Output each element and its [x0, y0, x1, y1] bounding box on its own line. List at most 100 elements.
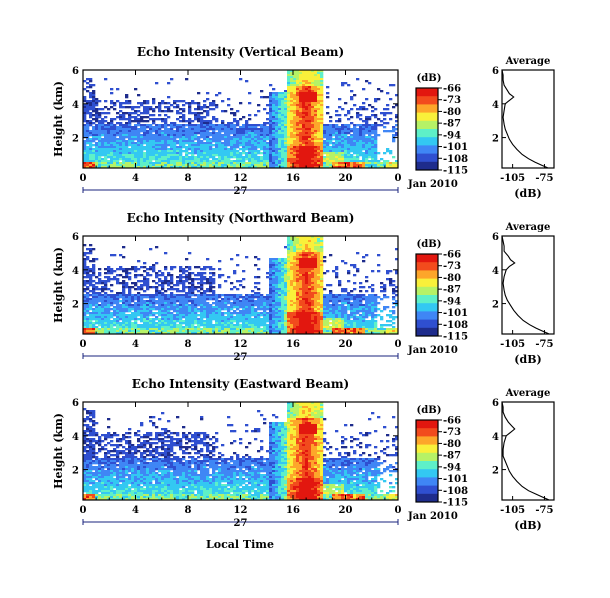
x-tick-label: 4 [132, 173, 139, 184]
heatmap-cell [197, 314, 201, 317]
heatmap-cell [233, 270, 237, 273]
heatmap-cell [131, 140, 135, 143]
heatmap-cell [212, 290, 216, 293]
heatmap-cell [146, 274, 150, 277]
heatmap-cell [134, 158, 138, 161]
heatmap-cell [206, 266, 210, 269]
heatmap-cell [125, 302, 129, 305]
heatmap-cell [146, 158, 150, 161]
heatmap-cell [182, 160, 186, 163]
heatmap-cell [365, 80, 369, 83]
heatmap-cell [203, 150, 207, 153]
heatmap-cell [89, 166, 93, 169]
heatmap-cell [116, 152, 120, 155]
heatmap-cell [182, 284, 186, 287]
heatmap-cell [287, 244, 291, 247]
heatmap-cell [245, 138, 249, 141]
heatmap-cell [329, 166, 333, 169]
heatmap-cell [257, 312, 261, 315]
heatmap-cell [194, 294, 198, 297]
heatmap-cell [209, 284, 213, 287]
heatmap-cell [206, 144, 210, 147]
heatmap-cell [341, 154, 345, 157]
heatmap-cell [113, 134, 117, 137]
heatmap-cell [152, 314, 156, 317]
heatmap-cell [236, 314, 240, 317]
heatmap-cell [275, 164, 279, 167]
heatmap-cell [146, 110, 150, 113]
heatmap-cell [230, 288, 234, 291]
heatmap-cell [209, 320, 213, 323]
heatmap-cell [164, 298, 168, 301]
heatmap-cell [122, 154, 126, 157]
heatmap-cell [296, 164, 300, 167]
heatmap-cell [152, 326, 156, 329]
heatmap-cell [209, 282, 213, 285]
heatmap-cell [302, 106, 306, 109]
heatmap-cell [155, 162, 159, 165]
heatmap-cell [224, 156, 228, 159]
heatmap-cell [383, 126, 387, 129]
heatmap-cell [227, 294, 231, 297]
heatmap-cell [278, 284, 282, 287]
heatmap-cell [86, 112, 90, 115]
heatmap-cell [299, 80, 303, 83]
heatmap-cell [89, 112, 93, 115]
heatmap-cell [242, 162, 246, 165]
heatmap-cell [167, 332, 171, 335]
heatmap-cell [233, 326, 237, 329]
heatmap-cell [209, 124, 213, 127]
heatmap-cell [233, 166, 237, 169]
heatmap-cell [116, 328, 120, 331]
heatmap-cell [275, 304, 279, 307]
heatmap-cell [272, 308, 276, 311]
heatmap-cell [290, 102, 294, 105]
heatmap-cell [92, 294, 96, 297]
heatmap-cell [272, 280, 276, 283]
heatmap-cell [131, 306, 135, 309]
heatmap-cell [290, 112, 294, 115]
heatmap-cell [131, 156, 135, 159]
heatmap-cell [221, 164, 225, 167]
heatmap-cell [206, 138, 210, 141]
heatmap-cell [227, 142, 231, 145]
heatmap-cell [287, 112, 291, 115]
heatmap-cell [200, 284, 204, 287]
heatmap-cell [233, 136, 237, 139]
heatmap-cell [134, 314, 138, 317]
heatmap-cell [284, 300, 288, 303]
heatmap-cell [203, 122, 207, 125]
heatmap-cell [320, 158, 324, 161]
heatmap-cell [149, 134, 153, 137]
heatmap-cell [95, 148, 99, 151]
heatmap-cell [191, 272, 195, 275]
heatmap-cell [314, 72, 318, 75]
heatmap-cell [149, 296, 153, 299]
heatmap-cell [107, 140, 111, 143]
heatmap-cell [224, 140, 228, 143]
heatmap-cell [185, 280, 189, 283]
heatmap-cell [257, 330, 261, 333]
heatmap-cell [122, 318, 126, 321]
heatmap-cell [245, 128, 249, 131]
heatmap-cell [149, 166, 153, 169]
heatmap-cell [239, 284, 243, 287]
heatmap-cell [86, 106, 90, 109]
heatmap-cell [320, 88, 324, 91]
heatmap-cell [131, 266, 135, 269]
heatmap-cell [230, 328, 234, 331]
heatmap-cell [278, 258, 282, 261]
heatmap-cell [227, 156, 231, 159]
heatmap-cell [167, 144, 171, 147]
heatmap-cell [299, 108, 303, 111]
heatmap-cell [116, 116, 120, 119]
heatmap-cell [230, 302, 234, 305]
heatmap-cell [134, 304, 138, 307]
heatmap-cell [122, 286, 126, 289]
heatmap-cell [164, 276, 168, 279]
heatmap-cell [236, 326, 240, 329]
heatmap-cell [197, 160, 201, 163]
heatmap-cell [272, 128, 276, 131]
heatmap-cell [338, 148, 342, 151]
heatmap-cell [167, 282, 171, 285]
